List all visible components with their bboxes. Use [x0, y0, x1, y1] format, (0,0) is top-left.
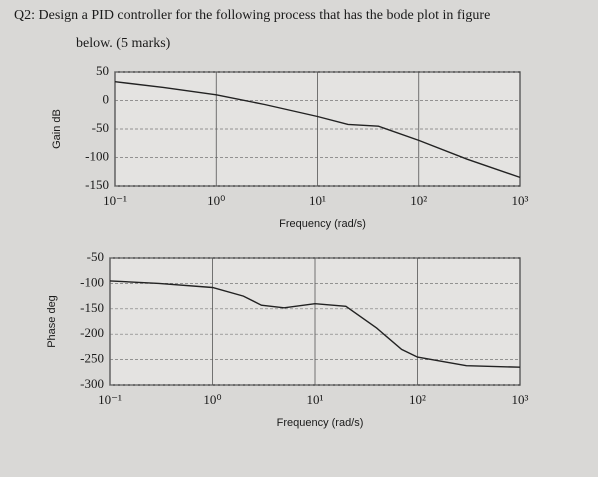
x-tick-label: 10¹: [307, 392, 324, 407]
y-axis-title: Phase deg: [46, 295, 58, 348]
y-axis-title: Gain dB: [51, 109, 63, 149]
x-tick-label: 10³: [512, 193, 529, 208]
question-line: Q2: Design a PID controller for the foll…: [14, 8, 490, 23]
y-tick-label: -200: [80, 325, 104, 340]
x-axis-title: Frequency (rad/s): [277, 417, 364, 429]
y-tick-label: -300: [80, 376, 104, 391]
y-tick-label: 50: [96, 63, 109, 78]
x-tick-label: 10⁰: [203, 392, 221, 407]
data-line: [114, 81, 521, 179]
y-tick-label: -50: [92, 120, 109, 135]
x-tick-label: 10²: [410, 193, 427, 208]
y-tick-label: 0: [103, 91, 110, 106]
y-tick-label: -150: [85, 177, 109, 192]
y-tick-label: -100: [80, 274, 104, 289]
y-tick-label: -150: [80, 300, 104, 315]
x-tick-label: 10¹: [309, 193, 326, 208]
x-axis-title: Frequency (rad/s): [279, 218, 366, 230]
question-line: below. (5 marks): [76, 36, 171, 51]
x-tick-label: 10⁰: [207, 193, 225, 208]
x-tick-label: 10⁻¹: [103, 193, 127, 208]
y-tick-label: -50: [87, 249, 104, 264]
data-line: [109, 280, 521, 368]
x-tick-label: 10⁻¹: [98, 392, 122, 407]
y-tick-label: -250: [80, 351, 104, 366]
x-tick-label: 10³: [512, 392, 529, 407]
y-tick-label: -100: [85, 148, 109, 163]
x-tick-label: 10²: [409, 392, 426, 407]
